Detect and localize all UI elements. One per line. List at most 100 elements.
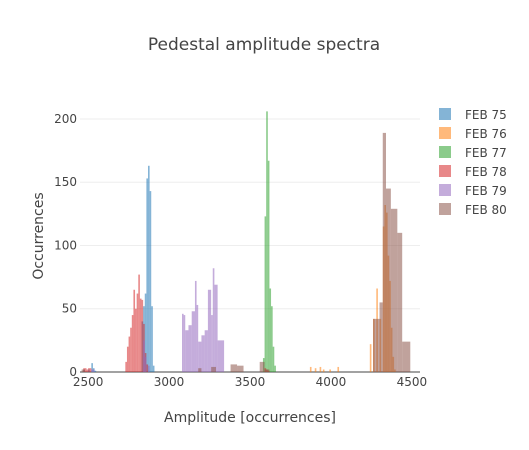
bar-series-4-16[interactable] [212,268,215,372]
y-tick-label-2: 100 [54,238,77,252]
bar-series-3-16[interactable] [146,364,148,372]
bar-series-4-17[interactable] [214,284,218,372]
chart-title: Pedestal amplitude spectra [148,35,380,55]
bar-series-1-3[interactable] [322,369,325,372]
legend-swatch-1 [439,127,451,139]
legend-swatch-4 [439,184,451,196]
bar-series-3-9[interactable] [135,308,137,372]
bar-series-3-5[interactable] [128,336,131,372]
legend-item-4[interactable]: FEB 79 [439,184,507,198]
bar-series-4-12[interactable] [201,335,205,372]
x-tick-label-4: 4500 [397,375,428,389]
legend-item-2[interactable]: FEB 77 [439,146,507,160]
bar-series-1-1[interactable] [314,368,317,372]
bar-series-5-1[interactable] [198,368,202,372]
bar-series-2-3[interactable] [267,160,270,372]
bar-series-5-7[interactable] [373,318,380,372]
bar-series-3-13[interactable] [141,299,144,372]
legend-swatch-0 [439,108,451,120]
bar-series-5-5[interactable] [259,361,265,372]
bar-series-4-8[interactable] [191,311,195,372]
bar-series-1-0[interactable] [309,366,312,372]
x-tick-label-3: 4000 [316,375,347,389]
bar-series-2-6[interactable] [272,346,275,372]
bar-series-0-9[interactable] [148,165,150,372]
bar-series-4-2[interactable] [144,356,147,372]
legend[interactable]: FEB 75 FEB 76 FEB 77 FEB 78 FEB 79 FEB 80 [439,108,507,217]
bar-series-0-4[interactable] [94,370,97,372]
bar-series-1-4[interactable] [329,369,331,372]
bar-series-4-11[interactable] [198,341,202,372]
bar-series-0-7[interactable] [144,293,147,372]
legend-label-3: FEB 78 [465,165,507,179]
bar-series-3-1[interactable] [86,369,89,372]
bar-series-0-8[interactable] [146,178,148,372]
bar-series-2-5[interactable] [271,306,273,372]
bar-series-3-6[interactable] [130,327,132,372]
legend-item-1[interactable]: FEB 76 [439,127,507,141]
bar-series-3-8[interactable] [133,289,136,372]
bar-series-3-2[interactable] [88,368,92,372]
bar-series-4-5[interactable] [183,315,186,372]
bar-series-3-12[interactable] [139,298,142,372]
y-tick-label-0: 0 [69,365,77,379]
bar-series-3-7[interactable] [131,315,134,372]
bar-series-2-2[interactable] [266,111,268,372]
bar-series-5-4[interactable] [237,365,244,372]
bar-series-4-10[interactable] [196,304,199,372]
bar-series-0-11[interactable] [151,306,153,372]
bar-series-4-15[interactable] [211,315,213,372]
bar-series-3-3[interactable] [125,361,127,372]
bar-series-4-14[interactable] [207,289,212,372]
bar-series-5-6[interactable] [264,369,270,372]
bar-series-5-0[interactable] [81,369,85,372]
bar-series-2-1[interactable] [264,216,267,372]
bar-series-5-12[interactable] [397,232,403,372]
bar-series-5-9[interactable] [382,132,386,372]
bar-series-5-10[interactable] [386,188,391,372]
bar-series-3-11[interactable] [138,274,140,372]
legend-swatch-2 [439,146,451,158]
bar-series-0-12[interactable] [152,365,155,372]
bar-series-3-10[interactable] [136,293,139,372]
x-axis-title: Amplitude [occurrences] [164,410,336,426]
bar-series-4-1[interactable] [143,340,145,372]
bar-series-2-4[interactable] [269,288,272,372]
legend-label-1: FEB 76 [465,127,507,141]
bar-series-1-2[interactable] [319,366,322,372]
bar-series-2-7[interactable] [274,365,276,372]
bar-series-1-6[interactable] [369,344,372,372]
bar-series-5-8[interactable] [379,302,383,372]
x-tick-label-2: 3500 [235,375,266,389]
y-tick-label-3: 150 [54,175,77,189]
x-tick-label-0: 2500 [73,375,104,389]
legend-label-0: FEB 75 [465,108,507,122]
bar-series-0-10[interactable] [149,191,152,372]
bar-series-4-0[interactable] [91,369,95,372]
bar-series-5-13[interactable] [402,341,411,372]
bar-series-5-2[interactable] [211,366,216,372]
bar-series-4-6[interactable] [185,330,189,372]
legend-item-5[interactable]: FEB 80 [439,203,507,217]
legend-label-2: FEB 77 [465,146,507,160]
bar-series-4-3[interactable] [148,365,150,372]
bar-series-1-5[interactable] [337,366,340,372]
y-tick-label-4: 200 [54,112,77,126]
bars [81,111,411,372]
legend-swatch-5 [439,203,451,215]
bar-series-5-11[interactable] [390,208,398,372]
legend-item-0[interactable]: FEB 75 [439,108,507,122]
bar-series-4-9[interactable] [194,280,197,372]
bar-series-0-2[interactable] [91,363,93,372]
x-axis-ticks: 2500 3000 3500 4000 4500 [73,375,427,389]
bar-series-5-3[interactable] [230,364,238,372]
bar-series-4-13[interactable] [204,330,208,372]
bar-series-4-4[interactable] [182,313,184,372]
x-tick-label-1: 3000 [154,375,185,389]
bar-series-3-4[interactable] [126,346,129,372]
legend-swatch-3 [439,165,451,177]
bar-series-4-18[interactable] [217,340,225,372]
legend-item-3[interactable]: FEB 78 [439,165,507,179]
legend-label-4: FEB 79 [465,184,507,198]
bar-series-4-7[interactable] [188,325,192,372]
